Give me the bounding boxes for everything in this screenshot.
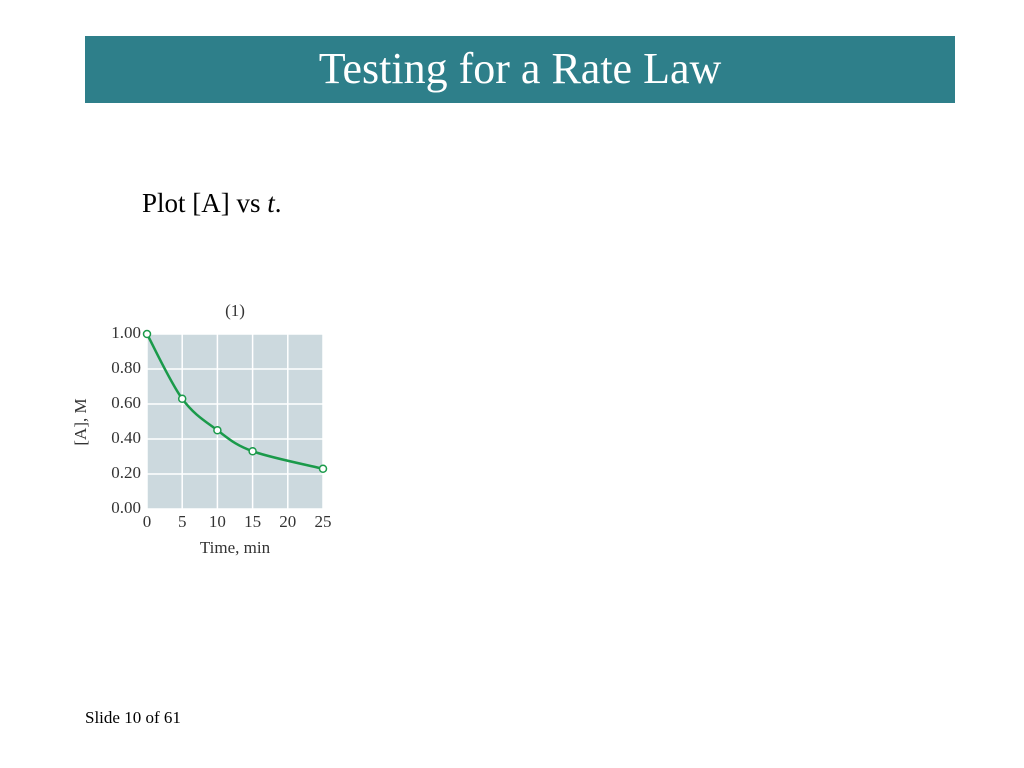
x-tick-label: 5 [178, 512, 187, 531]
x-axis-label: Time, min [200, 538, 271, 557]
slide-title: Testing for a Rate Law [319, 44, 722, 93]
y-tick-label: 0.80 [111, 358, 141, 377]
y-tick-label: 0.20 [111, 463, 141, 482]
data-point [177, 394, 187, 403]
y-tick-label: 0.60 [111, 393, 141, 412]
y-tick-label: 1.00 [111, 323, 141, 342]
y-tick-label: 0.40 [111, 428, 141, 447]
data-point [318, 464, 328, 473]
body-text-part: . [275, 188, 282, 218]
data-point [213, 426, 222, 435]
y-axis-label: [A], M [71, 398, 90, 445]
title-bar [85, 36, 955, 103]
data-point [142, 329, 152, 339]
body-text-part: Plot [A] vs [142, 188, 267, 218]
x-tick-label: 20 [279, 512, 296, 531]
y-tick-label: 0.00 [111, 498, 141, 517]
x-tick-label: 0 [143, 512, 152, 531]
chart: (1) Time, min [A], M 0.00 0.20 0.40 0.60 0.8… [71, 301, 332, 557]
body-text-italic: t [267, 188, 276, 218]
plot-area [147, 334, 323, 509]
data-point [248, 447, 257, 456]
slide-number: Slide 10 of 61 [85, 708, 181, 727]
body-text: Plot [A] vs t. [142, 188, 282, 218]
x-tick-label: 10 [209, 512, 226, 531]
x-tick-label: 15 [244, 512, 261, 531]
x-tick-label: 25 [315, 512, 332, 531]
chart-title: (1) [225, 301, 245, 320]
